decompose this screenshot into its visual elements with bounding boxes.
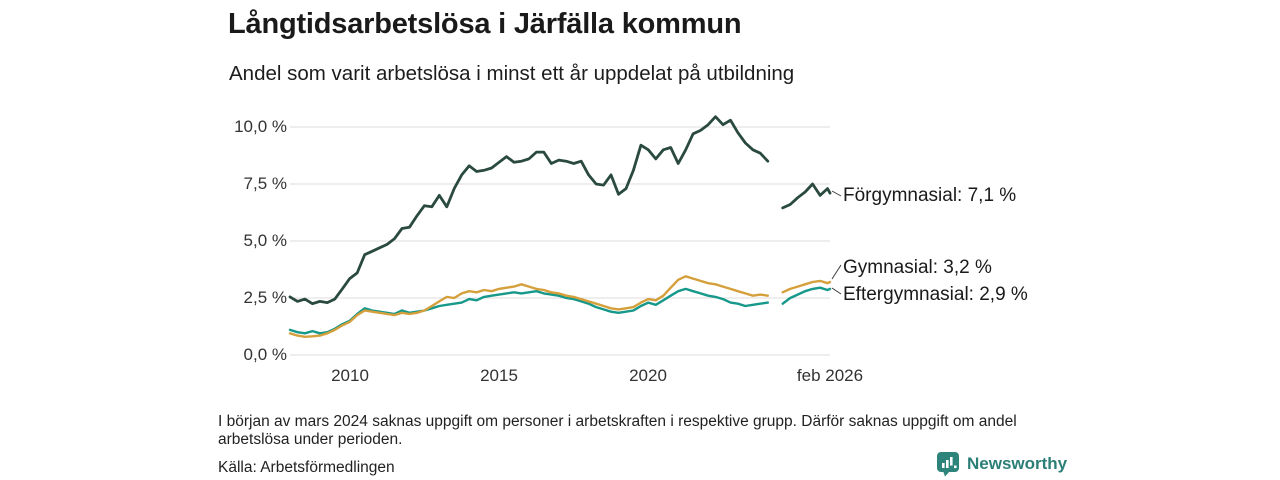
x-tick-label: feb 2026 [796,366,864,385]
y-tick-label: 7,5 % [243,174,287,193]
series-label-gymnasial: Gymnasial: 3,2 % [843,257,992,278]
y-tick-label: 10,0 % [234,117,287,136]
branding-logo: Newsworthy [936,451,1067,477]
footnote: I början av mars 2024 saknas uppgift om … [218,413,1017,448]
y-tick-label: 2,5 % [243,288,287,307]
x-tick-label: 2010 [331,366,369,385]
y-tick-label: 5,0 % [243,231,287,250]
x-tick-label: 2015 [480,366,518,385]
series-label-forgymnasial: Förgymnasial: 7,1 % [843,185,1017,206]
branding-name: Newsworthy [967,454,1068,473]
y-tick-label: 0,0 % [243,345,287,364]
x-tick-label: 2020 [629,366,667,385]
series-label-eftergymnasial: Eftergymnasial: 2,9 % [843,284,1028,305]
page-subtitle: Andel som varit arbetslösa i minst ett å… [229,62,795,85]
source-label: Källa: Arbetsförmedlingen [218,459,395,476]
bar-chart-speech-bubble-icon [937,452,959,477]
page-title: Långtidsarbetslösa i Järfälla kommun [228,8,742,40]
